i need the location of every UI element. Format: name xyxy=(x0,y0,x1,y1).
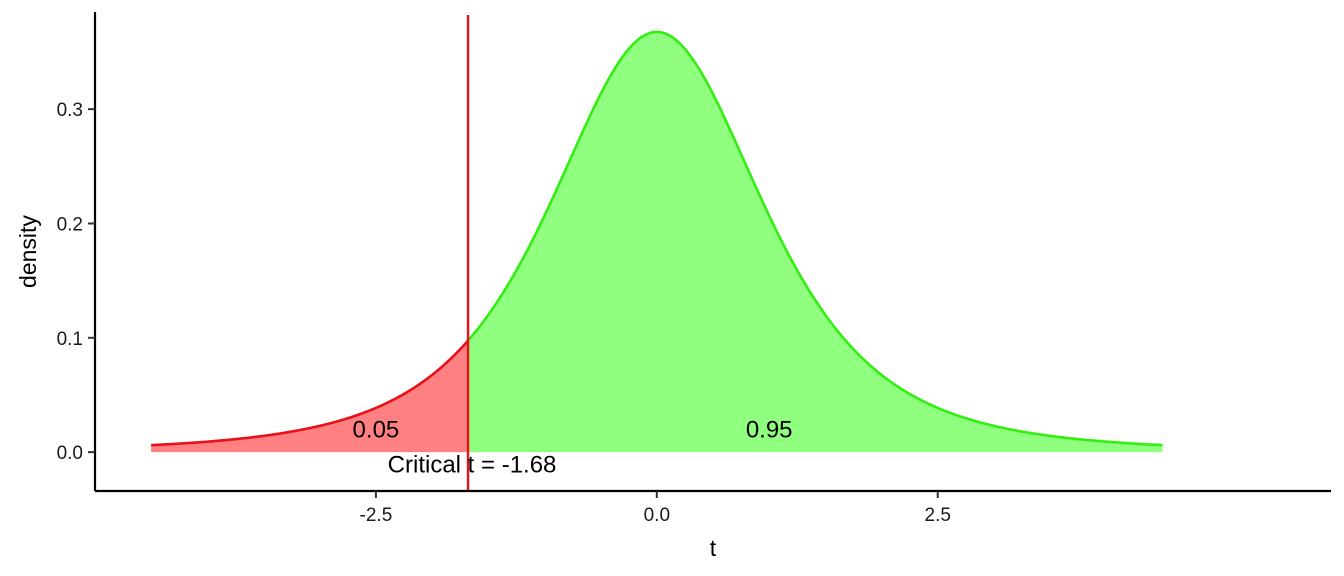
y-tick-label: 0.2 xyxy=(57,214,83,235)
density-curve-1 xyxy=(151,339,470,447)
region-label-2: 0.95 xyxy=(746,416,793,443)
y-axis-title: density xyxy=(15,215,41,288)
density-curves xyxy=(151,30,1163,447)
region-fill-1 xyxy=(151,340,469,453)
x-tick-label: 0.0 xyxy=(644,505,670,526)
region-label-1: 0.05 xyxy=(353,416,400,443)
x-axis-title: t xyxy=(710,535,717,561)
y-tick-label: 0.1 xyxy=(57,329,83,350)
shaded-regions xyxy=(151,31,1163,453)
y-tick-label: 0.3 xyxy=(57,100,83,121)
area-labels: 0.05 0.95 xyxy=(353,416,793,443)
density-curve-2 xyxy=(467,30,1163,447)
x-tick-label: -2.5 xyxy=(360,505,393,526)
x-tick-label: 2.5 xyxy=(925,505,951,526)
y-axis-ticks: 0.0 0.1 0.2 0.3 xyxy=(57,100,95,464)
region-fill-2 xyxy=(468,31,1163,453)
critical-value-label: Critical t = -1.68 xyxy=(388,452,557,479)
x-axis-ticks: -2.5 0.0 2.5 xyxy=(360,491,951,526)
y-tick-label: 0.0 xyxy=(57,443,83,464)
